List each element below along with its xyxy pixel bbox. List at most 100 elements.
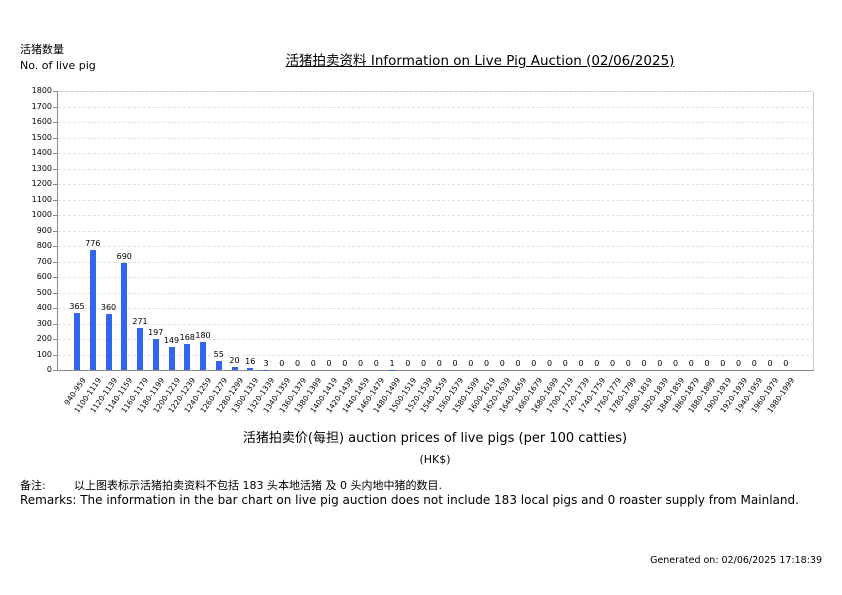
bar-value-label: 0 bbox=[326, 359, 332, 368]
bar-value-label: 0 bbox=[657, 359, 663, 368]
y-tick-label: 1200 bbox=[31, 179, 52, 188]
bar-value-label: 0 bbox=[609, 359, 616, 368]
y-tick-mark bbox=[53, 323, 57, 325]
bar-value-label: 0 bbox=[735, 359, 742, 368]
gridline bbox=[58, 230, 814, 232]
remarks-prefix: 备注: bbox=[20, 479, 46, 492]
y-tick-label: 1800 bbox=[31, 86, 52, 95]
y-tick-label: 0 bbox=[46, 365, 52, 374]
bar-value-label: 0 bbox=[641, 359, 647, 368]
bar bbox=[247, 367, 254, 370]
bar-value-label: 0 bbox=[562, 359, 568, 368]
bar-value-label: 0 bbox=[704, 359, 710, 368]
bar-value-label: 0 bbox=[452, 359, 458, 368]
bar bbox=[137, 327, 143, 370]
bar-value-label: 0 bbox=[720, 359, 726, 368]
bar-value-label: 0 bbox=[546, 359, 553, 368]
bar-value-label: 0 bbox=[294, 359, 301, 368]
gridline bbox=[58, 354, 814, 356]
y-axis-title-cn: 活猪数量 bbox=[20, 43, 64, 56]
bar-value-label: 0 bbox=[688, 359, 694, 368]
y-tick-label: 600 bbox=[36, 272, 52, 281]
gridline bbox=[58, 292, 814, 294]
bar-value-label: 16 bbox=[245, 356, 256, 366]
bar-value-label: 0 bbox=[357, 359, 364, 368]
bar-value-label: 360 bbox=[100, 303, 117, 313]
y-tick-label: 300 bbox=[36, 318, 52, 328]
y-tick-mark bbox=[53, 199, 57, 201]
bar-value-label: 0 bbox=[310, 359, 316, 368]
generated-timestamp: Generated on: 02/06/2025 17:18:39 bbox=[650, 555, 822, 566]
bar bbox=[89, 249, 96, 370]
y-axis-line bbox=[57, 91, 58, 371]
gridline bbox=[58, 106, 814, 108]
y-tick-mark bbox=[53, 184, 57, 185]
bar-value-label: 0 bbox=[405, 359, 411, 368]
gridline bbox=[58, 323, 814, 325]
bar-value-label: 0 bbox=[515, 359, 521, 368]
bar bbox=[231, 366, 238, 370]
y-tick-mark bbox=[53, 261, 57, 263]
bar-value-label: 365 bbox=[69, 302, 85, 312]
bar-value-label: 690 bbox=[116, 252, 132, 262]
y-tick-mark bbox=[53, 215, 57, 216]
bar-value-label: 0 bbox=[483, 359, 490, 368]
bar-value-label: 0 bbox=[468, 359, 474, 368]
bar-value-label: 271 bbox=[132, 316, 148, 326]
bar bbox=[121, 263, 128, 370]
y-tick-label: 800 bbox=[36, 241, 52, 250]
bar-value-label: 180 bbox=[195, 331, 211, 341]
y-tick-label: 1400 bbox=[31, 148, 52, 157]
y-tick-label: 400 bbox=[36, 303, 52, 312]
y-tick-mark bbox=[53, 153, 57, 154]
gridline bbox=[58, 168, 814, 170]
bar-value-label: 776 bbox=[85, 238, 101, 248]
y-axis-title: 活猪数量 No. of live pig bbox=[20, 42, 96, 74]
gridline bbox=[58, 261, 814, 263]
bar-value-label: 55 bbox=[213, 350, 224, 360]
bar bbox=[184, 343, 191, 370]
bar-value-label: 168 bbox=[179, 332, 195, 342]
y-tick-label: 500 bbox=[36, 287, 52, 297]
bar bbox=[200, 342, 206, 370]
gridline bbox=[58, 277, 814, 278]
bar bbox=[152, 339, 159, 370]
gridline bbox=[58, 153, 814, 154]
y-tick-label: 200 bbox=[36, 334, 52, 343]
bar-value-label: 1 bbox=[389, 358, 395, 368]
y-tick-mark bbox=[53, 137, 57, 139]
bar-value-label: 0 bbox=[342, 359, 348, 368]
bar bbox=[215, 361, 222, 370]
y-tick-label: 900 bbox=[36, 225, 52, 235]
bar-value-label: 0 bbox=[420, 359, 427, 368]
bar-value-label: 3 bbox=[263, 358, 269, 368]
bar-value-label: 0 bbox=[373, 359, 379, 368]
bar-value-label: 20 bbox=[229, 355, 240, 365]
y-tick-label: 1000 bbox=[31, 210, 52, 219]
gridline bbox=[58, 122, 814, 123]
y-tick-mark bbox=[53, 168, 57, 170]
bar-value-label: 0 bbox=[531, 359, 537, 368]
gridline bbox=[58, 339, 814, 340]
bar-value-label: 0 bbox=[783, 359, 789, 368]
y-tick-mark bbox=[53, 308, 57, 309]
bar-value-label: 0 bbox=[672, 359, 679, 368]
x-axis-unit: (HK$) bbox=[419, 453, 451, 466]
y-tick-mark bbox=[53, 292, 57, 294]
remarks-english: Remarks: The information in the bar char… bbox=[20, 493, 799, 507]
y-tick-label: 1600 bbox=[31, 117, 52, 126]
bar-value-label: 0 bbox=[594, 359, 600, 368]
gridline bbox=[58, 308, 814, 309]
gridline bbox=[58, 246, 814, 247]
x-axis-title: 活猪拍卖价(每担) auction prices of live pigs (p… bbox=[242, 431, 628, 446]
y-tick-label: 1100 bbox=[31, 194, 52, 204]
bar bbox=[168, 346, 175, 370]
y-axis-title-en: No. of live pig bbox=[20, 59, 96, 72]
bar-value-label: 0 bbox=[578, 359, 584, 368]
remarks-chinese-text: 以上图表标示活猪拍卖资料不包括 183 头本地活猪 及 0 头内地中猪的数目. bbox=[74, 479, 442, 492]
y-tick-mark bbox=[53, 370, 57, 371]
chart-title: 活猪拍卖资料 Information on Live Pig Auction (… bbox=[285, 53, 675, 69]
y-tick-mark bbox=[53, 122, 57, 123]
bar bbox=[74, 313, 80, 370]
bar-value-label: 0 bbox=[436, 359, 442, 368]
